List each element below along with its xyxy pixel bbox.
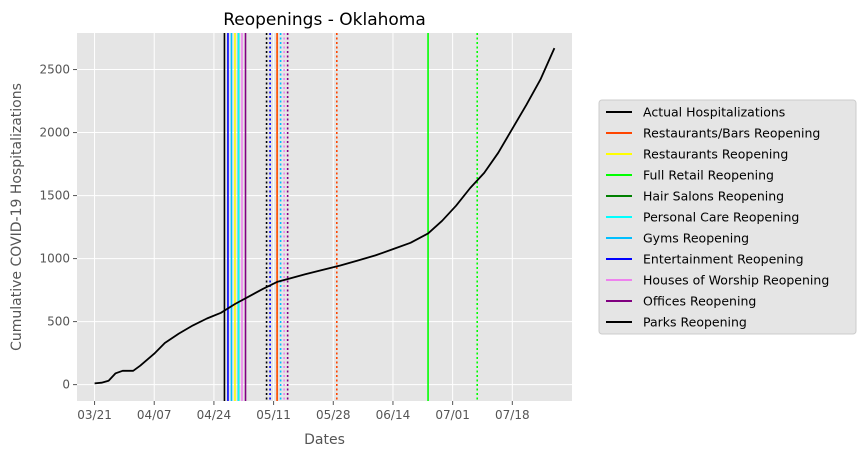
legend-label: Houses of Worship Reopening <box>643 273 829 288</box>
series <box>94 47 556 385</box>
y-tick-label: 0 <box>62 378 70 392</box>
legend-label: Personal Care Reopening <box>643 210 799 225</box>
grid <box>77 33 572 401</box>
x-tick-label: 04/24 <box>197 408 232 422</box>
x-axis-ticks: 03/21 04/07 04/24 05/11 05/28 06/14 07/01 07/18 <box>77 401 530 422</box>
x-tick-label: 05/11 <box>256 408 291 422</box>
legend-label: Entertainment Reopening <box>643 252 804 267</box>
x-axis-label: Dates <box>304 432 345 448</box>
legend-label: Restaurants Reopening <box>643 147 788 162</box>
legend: Actual Hospitalizations Restaurants/Bars … <box>598 99 857 335</box>
x-tick-label: 07/01 <box>435 408 470 422</box>
legend-label: Actual Hospitalizations <box>643 105 785 120</box>
y-axis-ticks: 0 500 1000 1500 2000 2500 <box>39 63 77 392</box>
legend-label: Offices Reopening <box>643 294 756 309</box>
y-tick-label: 1000 <box>39 252 70 266</box>
x-tick-label: 03/21 <box>77 408 112 422</box>
legend-label: Hair Salons Reopening <box>643 189 784 204</box>
series-line <box>94 47 556 385</box>
y-tick-label: 500 <box>47 315 70 329</box>
y-tick-label: 2500 <box>39 63 70 77</box>
x-tick-label: 04/07 <box>137 408 172 422</box>
legend-label: Gyms Reopening <box>643 231 749 246</box>
y-axis-label: Cumulative COVID-19 Hospitalizations <box>9 83 25 351</box>
plot-background <box>77 33 572 401</box>
legend-label: Restaurants/Bars Reopening <box>643 126 820 141</box>
legend-label: Parks Reopening <box>643 315 747 330</box>
event-lines <box>223 33 479 401</box>
x-tick-label: 07/18 <box>495 408 530 422</box>
x-tick-label: 06/14 <box>376 408 411 422</box>
y-tick-label: 1500 <box>39 189 70 203</box>
y-tick-label: 2000 <box>39 126 70 140</box>
x-tick-label: 05/28 <box>316 408 351 422</box>
legend-box <box>598 99 857 335</box>
legend-label: Full Retail Reopening <box>643 168 774 183</box>
chart-title: Reopenings - Oklahoma <box>223 10 426 30</box>
